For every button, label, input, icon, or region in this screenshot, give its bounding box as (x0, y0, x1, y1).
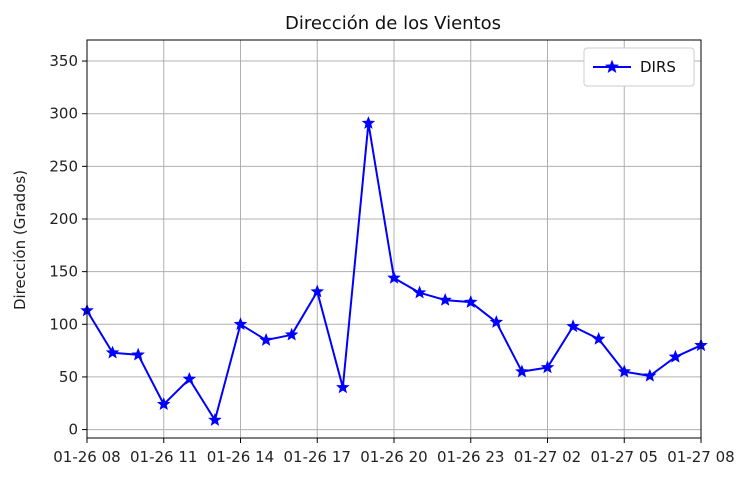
x-tick-label: 01-26 08 (53, 448, 120, 466)
x-tick-label: 01-26 23 (437, 448, 504, 466)
x-axis-ticks: 01-26 08 01-26 11 01-26 14 01-26 17 01-26 20… (53, 438, 735, 466)
y-axis-label: Dirección (Grados) (11, 170, 29, 310)
data-point-marker (284, 327, 299, 341)
y-tick-label: 50 (59, 368, 78, 386)
data-point-marker (489, 315, 504, 328)
data-point-marker (617, 364, 632, 378)
data-point-marker (208, 413, 222, 426)
x-tick-label: 01-26 11 (130, 448, 197, 466)
data-point-marker (105, 345, 120, 359)
data-point-marker (131, 347, 145, 361)
y-tick-label: 350 (49, 52, 78, 70)
data-point-marker (182, 371, 197, 385)
y-tick-label: 100 (49, 315, 78, 333)
x-tick-label: 01-27 08 (667, 448, 734, 466)
y-axis-ticks: 0 50 100 150 200 250 300 350 (49, 52, 87, 439)
plot-frame (86, 39, 702, 439)
data-point-marker (233, 317, 248, 331)
data-series (80, 116, 708, 426)
data-point-marker (438, 292, 452, 306)
grid-lines (86, 40, 702, 438)
data-point-marker (515, 364, 529, 378)
y-tick-label: 0 (68, 421, 78, 439)
data-point-marker (361, 116, 376, 129)
data-point-marker (412, 285, 427, 299)
x-tick-label: 01-26 17 (284, 448, 351, 466)
data-point-marker (259, 332, 273, 346)
data-point-marker (310, 284, 325, 298)
legend-box (583, 47, 695, 87)
y-tick-label: 250 (49, 157, 78, 175)
y-tick-label: 200 (49, 210, 78, 228)
legend-entry-dirs: DIRS (640, 58, 676, 76)
data-point-marker (387, 270, 401, 284)
x-tick-label: 01-27 05 (591, 448, 658, 466)
legend-star-marker (604, 59, 620, 73)
y-tick-label: 150 (49, 263, 78, 281)
data-point-marker (463, 295, 478, 308)
data-point-marker (591, 331, 606, 345)
data-point-marker (540, 360, 555, 374)
data-point-marker (668, 349, 683, 363)
data-point-marker (566, 319, 580, 333)
x-tick-label: 01-27 02 (514, 448, 581, 466)
chart-title: Dirección de los Vientos (285, 13, 501, 34)
x-tick-label: 01-26 20 (360, 448, 427, 466)
data-point-marker (643, 368, 657, 382)
y-tick-label: 300 (49, 105, 78, 123)
legend: DIRS (583, 47, 695, 87)
data-point-marker (336, 380, 350, 394)
data-point-marker (156, 397, 171, 411)
x-tick-label: 01-26 14 (207, 448, 274, 466)
